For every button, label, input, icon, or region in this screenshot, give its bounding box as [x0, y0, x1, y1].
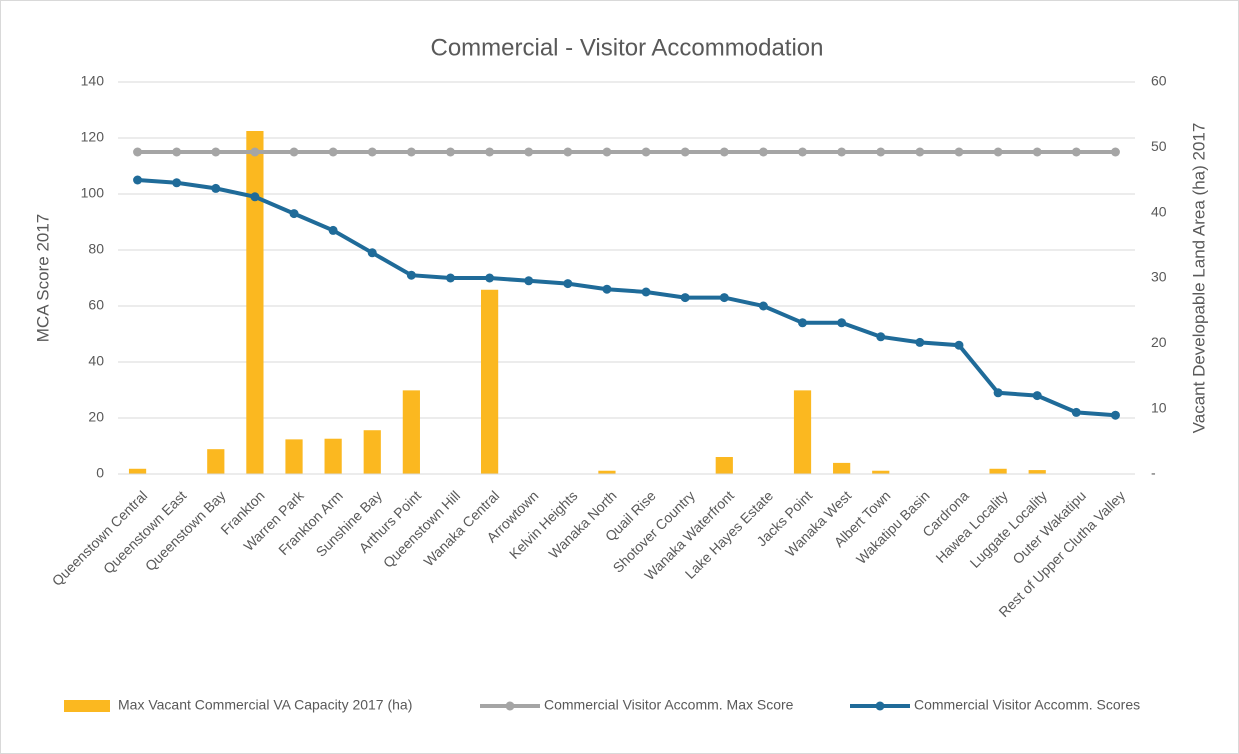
- line-marker: [406, 147, 416, 157]
- line-marker: [798, 147, 808, 157]
- line-marker: [876, 147, 886, 157]
- line-marker: [250, 192, 260, 202]
- bar: [793, 390, 812, 474]
- line-marker: [954, 340, 964, 350]
- y-tick-label: 60: [88, 297, 104, 313]
- y-axis-title: MCA Score 2017: [33, 214, 52, 343]
- bar: [872, 470, 890, 474]
- line-marker: [289, 209, 299, 219]
- bar: [363, 430, 381, 474]
- line-marker: [172, 178, 182, 188]
- y-tick-label: 20: [88, 409, 104, 425]
- line-marker: [133, 147, 143, 157]
- line-marker: [1110, 410, 1120, 420]
- line-marker: [445, 273, 455, 283]
- line-marker: [524, 147, 534, 157]
- y-tick-label: 0: [96, 465, 104, 481]
- line-marker: [954, 147, 964, 157]
- bar: [285, 439, 303, 474]
- line-series: [137, 178, 1116, 418]
- y2-tick-label: 10: [1151, 399, 1167, 415]
- line-marker: [1071, 407, 1081, 417]
- bar: [598, 470, 616, 474]
- bar: [833, 462, 851, 474]
- bar: [1028, 470, 1046, 474]
- line-marker: [758, 301, 768, 311]
- bar: [480, 289, 499, 474]
- line-marker: [641, 147, 651, 157]
- line-marker: [680, 293, 690, 303]
- line-marker: [289, 147, 299, 157]
- line-marker: [211, 147, 221, 157]
- bar: [246, 131, 264, 474]
- line-marker: [367, 248, 377, 258]
- legend-swatch: [64, 700, 110, 712]
- line-marker: [837, 318, 847, 328]
- legend-marker: [505, 701, 515, 711]
- line-marker: [328, 147, 338, 157]
- line-marker: [563, 147, 573, 157]
- line-marker: [133, 175, 143, 185]
- chart-title: Commercial - Visitor Accommodation: [430, 34, 823, 61]
- line-marker: [798, 318, 808, 328]
- line-marker: [602, 147, 612, 157]
- y2-tick-label: 20: [1151, 334, 1167, 350]
- line-marker: [250, 147, 260, 157]
- line-marker: [680, 147, 690, 157]
- y-tick-label: 100: [81, 185, 105, 201]
- bar: [715, 457, 733, 474]
- legend-marker: [875, 701, 885, 711]
- line-marker: [1032, 391, 1042, 401]
- line-marker: [876, 332, 886, 342]
- line-marker: [719, 293, 729, 303]
- line-marker: [524, 276, 534, 286]
- legend-label: Commercial Visitor Accomm. Max Score: [544, 697, 794, 713]
- bar: [989, 468, 1007, 474]
- line-marker: [1032, 147, 1042, 157]
- line-marker: [211, 183, 221, 193]
- line-marker: [485, 273, 495, 283]
- y2-tick-label: 30: [1151, 269, 1167, 285]
- line-marker: [1110, 147, 1120, 157]
- bar: [402, 390, 420, 474]
- line-marker: [563, 279, 573, 289]
- line-marker: [367, 147, 377, 157]
- line-marker: [172, 147, 182, 157]
- line-marker: [915, 337, 925, 347]
- bar: [128, 468, 147, 474]
- line-marker: [406, 270, 416, 280]
- line-marker: [837, 147, 847, 157]
- bar: [324, 438, 342, 474]
- y-tick-label: 80: [88, 241, 104, 257]
- line-marker: [485, 147, 495, 157]
- y-tick-label: 120: [81, 129, 105, 145]
- y2-tick-label: 60: [1151, 73, 1167, 89]
- y2-tick-label: 50: [1151, 138, 1167, 154]
- y-tick-label: 40: [88, 353, 104, 369]
- line-marker: [602, 284, 612, 294]
- line-marker: [1071, 147, 1081, 157]
- line-marker: [915, 147, 925, 157]
- y-tick-label: 140: [81, 73, 105, 89]
- line-marker: [641, 287, 651, 297]
- y2-tick-label: 40: [1151, 203, 1167, 219]
- line-marker: [445, 147, 455, 157]
- bar: [207, 449, 225, 474]
- line-marker: [993, 388, 1003, 398]
- line-marker: [328, 225, 338, 235]
- y2-tick-label: -: [1151, 465, 1156, 481]
- legend-label: Max Vacant Commercial VA Capacity 2017 (…: [118, 697, 412, 713]
- y2-axis-title: Vacant Developable Land Area (ha) 2017: [1189, 123, 1208, 434]
- line-marker: [758, 147, 768, 157]
- line-marker: [993, 147, 1003, 157]
- legend-label: Commercial Visitor Accomm. Scores: [914, 697, 1140, 713]
- line-marker: [719, 147, 729, 157]
